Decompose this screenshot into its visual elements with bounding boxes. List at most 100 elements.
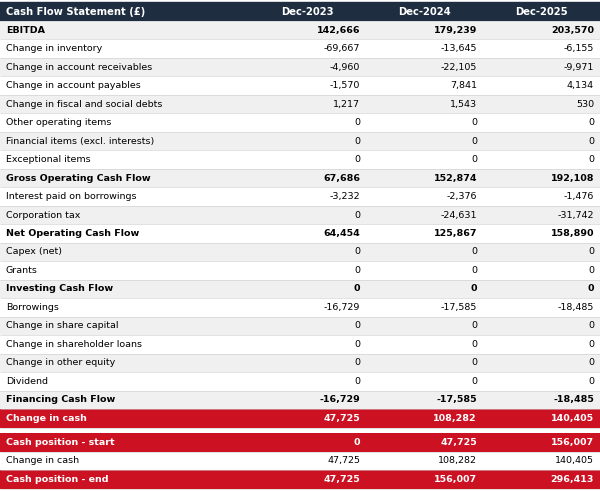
Text: 0: 0 bbox=[588, 155, 594, 164]
Bar bbox=[0, 77, 600, 95]
Text: -2,376: -2,376 bbox=[446, 192, 477, 201]
Text: 0: 0 bbox=[471, 322, 477, 330]
Text: Financing Cash Flow: Financing Cash Flow bbox=[6, 395, 115, 404]
Bar bbox=[0, 21, 600, 39]
Text: Capex (net): Capex (net) bbox=[6, 247, 62, 256]
Bar bbox=[0, 169, 600, 187]
Text: Change in cash: Change in cash bbox=[6, 456, 79, 465]
Text: 125,867: 125,867 bbox=[433, 229, 477, 238]
Text: Dividend: Dividend bbox=[6, 377, 48, 386]
Text: 158,890: 158,890 bbox=[551, 229, 594, 238]
Text: 179,239: 179,239 bbox=[434, 26, 477, 35]
Text: 0: 0 bbox=[354, 358, 360, 367]
Text: Cash position - end: Cash position - end bbox=[6, 475, 109, 484]
Text: 0: 0 bbox=[354, 266, 360, 275]
Text: 0: 0 bbox=[353, 284, 360, 294]
Text: Change in account payables: Change in account payables bbox=[6, 81, 141, 90]
Text: Cash position - start: Cash position - start bbox=[6, 438, 115, 447]
Text: -1,570: -1,570 bbox=[329, 81, 360, 90]
Bar bbox=[0, 95, 600, 113]
Text: Interest paid on borrowings: Interest paid on borrowings bbox=[6, 192, 137, 201]
Bar bbox=[0, 150, 600, 169]
Text: 0: 0 bbox=[588, 266, 594, 275]
Bar bbox=[0, 470, 600, 489]
Bar bbox=[0, 317, 600, 335]
Text: 152,874: 152,874 bbox=[433, 173, 477, 183]
Bar bbox=[0, 280, 600, 298]
Bar bbox=[0, 409, 600, 428]
Text: 0: 0 bbox=[354, 155, 360, 164]
Text: 0: 0 bbox=[471, 358, 477, 367]
Text: -24,631: -24,631 bbox=[440, 211, 477, 219]
Text: 0: 0 bbox=[354, 377, 360, 386]
Text: -18,485: -18,485 bbox=[557, 303, 594, 312]
Text: -69,667: -69,667 bbox=[323, 44, 360, 53]
Text: Change in other equity: Change in other equity bbox=[6, 358, 115, 367]
Text: 47,725: 47,725 bbox=[440, 438, 477, 447]
Text: -16,729: -16,729 bbox=[323, 303, 360, 312]
Text: -16,729: -16,729 bbox=[319, 395, 360, 404]
Text: 47,725: 47,725 bbox=[323, 414, 360, 423]
Text: 0: 0 bbox=[588, 377, 594, 386]
Text: Grants: Grants bbox=[6, 266, 38, 275]
Bar bbox=[0, 354, 600, 372]
Text: 0: 0 bbox=[354, 211, 360, 219]
Text: EBITDA: EBITDA bbox=[6, 26, 45, 35]
Text: 0: 0 bbox=[588, 247, 594, 256]
Bar bbox=[0, 243, 600, 261]
Text: Change in share capital: Change in share capital bbox=[6, 322, 119, 330]
Text: -13,645: -13,645 bbox=[440, 44, 477, 53]
Bar bbox=[0, 298, 600, 317]
Bar bbox=[0, 39, 600, 58]
Text: 296,413: 296,413 bbox=[551, 475, 594, 484]
Text: Borrowings: Borrowings bbox=[6, 303, 59, 312]
Text: 47,725: 47,725 bbox=[327, 456, 360, 465]
Text: 0: 0 bbox=[588, 358, 594, 367]
Text: 0: 0 bbox=[471, 377, 477, 386]
Text: 192,108: 192,108 bbox=[551, 173, 594, 183]
Text: 1,217: 1,217 bbox=[333, 100, 360, 109]
Text: 0: 0 bbox=[471, 136, 477, 145]
Text: Cash Flow Statement (£): Cash Flow Statement (£) bbox=[6, 7, 145, 17]
Text: Corporation tax: Corporation tax bbox=[6, 211, 80, 219]
Text: -22,105: -22,105 bbox=[440, 63, 477, 72]
Bar bbox=[0, 261, 600, 280]
Bar bbox=[0, 187, 600, 206]
Text: Change in account receivables: Change in account receivables bbox=[6, 63, 152, 72]
Text: -4,960: -4,960 bbox=[329, 63, 360, 72]
Text: 64,454: 64,454 bbox=[323, 229, 360, 238]
Text: 0: 0 bbox=[588, 136, 594, 145]
Text: 140,405: 140,405 bbox=[555, 456, 594, 465]
Text: -18,485: -18,485 bbox=[553, 395, 594, 404]
Text: 4,134: 4,134 bbox=[567, 81, 594, 90]
Text: -9,971: -9,971 bbox=[563, 63, 594, 72]
Text: Exceptional items: Exceptional items bbox=[6, 155, 91, 164]
Text: Change in shareholder loans: Change in shareholder loans bbox=[6, 340, 142, 349]
Bar bbox=[0, 452, 600, 470]
Bar bbox=[0, 58, 600, 77]
Text: 7,841: 7,841 bbox=[450, 81, 477, 90]
Text: -31,742: -31,742 bbox=[557, 211, 594, 219]
Text: 0: 0 bbox=[588, 322, 594, 330]
Text: 0: 0 bbox=[471, 155, 477, 164]
Bar bbox=[0, 390, 600, 409]
Text: Change in cash: Change in cash bbox=[6, 414, 87, 423]
Text: 0: 0 bbox=[588, 340, 594, 349]
Text: 203,570: 203,570 bbox=[551, 26, 594, 35]
Text: 0: 0 bbox=[588, 118, 594, 127]
Text: Dec-2024: Dec-2024 bbox=[398, 7, 451, 17]
Text: 0: 0 bbox=[471, 247, 477, 256]
Text: Dec-2023: Dec-2023 bbox=[281, 7, 334, 17]
Bar bbox=[0, 206, 600, 224]
Text: Gross Operating Cash Flow: Gross Operating Cash Flow bbox=[6, 173, 151, 183]
Text: 0: 0 bbox=[471, 340, 477, 349]
Text: Change in inventory: Change in inventory bbox=[6, 44, 102, 53]
Text: 47,725: 47,725 bbox=[323, 475, 360, 484]
Text: 156,007: 156,007 bbox=[551, 438, 594, 447]
Text: 140,405: 140,405 bbox=[551, 414, 594, 423]
Text: 0: 0 bbox=[354, 322, 360, 330]
Text: 142,666: 142,666 bbox=[317, 26, 360, 35]
Bar bbox=[0, 113, 600, 132]
Text: 0: 0 bbox=[470, 284, 477, 294]
Bar bbox=[0, 335, 600, 354]
